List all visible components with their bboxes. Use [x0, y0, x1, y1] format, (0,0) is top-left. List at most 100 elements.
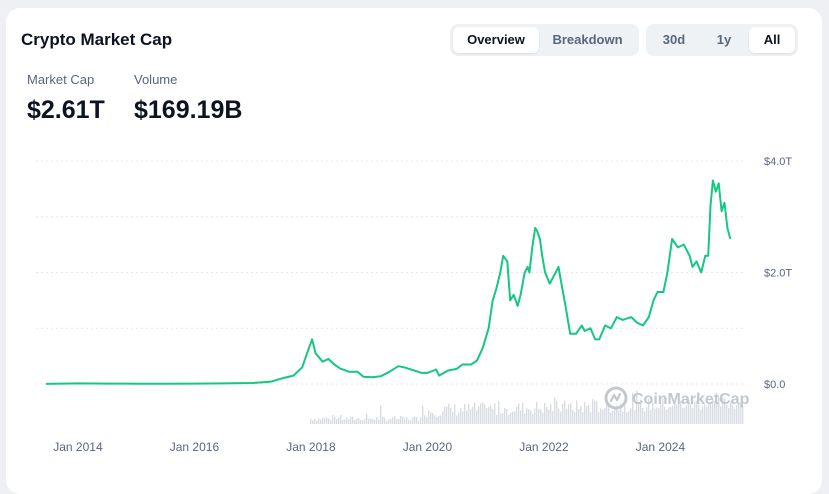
volume-bar — [712, 399, 714, 424]
volume-bar — [332, 414, 334, 424]
volume-bar — [450, 407, 452, 424]
volume-bar — [354, 419, 356, 424]
volume-bar — [544, 402, 546, 424]
tab-breakdown[interactable]: Breakdown — [552, 32, 623, 47]
volume-bar — [386, 420, 388, 424]
volume-bar — [502, 413, 504, 424]
volume-bar — [516, 406, 518, 424]
volume-bar — [660, 404, 662, 424]
volume-bar — [666, 409, 668, 424]
market-cap-chart[interactable]: CoinMarketCap $4.0T $2.0T $0.0 Jan 2014 Jan… — [0, 0, 829, 484]
volume-bar — [372, 418, 374, 424]
volume-bar — [500, 413, 502, 424]
volume-bar — [608, 404, 610, 424]
volume-bar — [694, 401, 696, 424]
volume-bar — [632, 392, 634, 424]
volume-bar — [532, 414, 534, 424]
volume-bar — [594, 400, 596, 424]
volume-bar — [730, 402, 732, 424]
volume-bar — [604, 408, 606, 424]
volume-bar — [650, 410, 652, 424]
volume-bar — [462, 411, 464, 424]
volume-bar — [480, 403, 482, 424]
volume-bar — [570, 402, 572, 424]
volume-bar — [310, 418, 312, 424]
y-tick-label: $0.0 — [764, 379, 785, 391]
volume-bar — [442, 411, 444, 424]
volume-bar — [664, 406, 666, 424]
volume-bar — [482, 402, 484, 424]
volume-bar — [458, 412, 460, 424]
volume-bar — [418, 420, 420, 424]
volume-bar — [602, 409, 604, 424]
y-tick-label: $2.0T — [764, 268, 792, 280]
volume-bar — [708, 403, 710, 424]
volume-bar — [648, 398, 650, 424]
watermark-text: CoinMarketCap — [632, 391, 750, 408]
volume-bar — [326, 417, 328, 424]
volume-bar — [656, 407, 658, 424]
volume-bar — [668, 407, 670, 424]
volume-bar — [652, 402, 654, 424]
volume-bar — [686, 405, 688, 424]
volume-bar — [352, 416, 354, 424]
volume-bar — [562, 404, 564, 424]
x-tick-label: Jan 2018 — [286, 440, 336, 454]
range-all[interactable]: All — [749, 27, 795, 53]
volume-bar — [314, 418, 316, 424]
range-toggle: 30d 1y All — [646, 24, 798, 56]
volume-bar — [370, 418, 372, 424]
volume-bar — [672, 405, 674, 424]
volume-bar — [680, 401, 682, 424]
volume-bar — [322, 417, 324, 424]
volume-bar — [414, 416, 416, 424]
volume-bar — [422, 405, 424, 424]
volume-bar — [610, 412, 612, 424]
range-1y[interactable]: 1y — [716, 32, 732, 47]
volume-bar — [542, 412, 544, 424]
volume-bar — [628, 411, 630, 424]
volume-bar — [726, 405, 728, 424]
coinmarketcap-logo-icon — [604, 386, 628, 410]
volume-bar — [518, 403, 520, 424]
coinmarketcap-watermark: CoinMarketCap — [604, 386, 750, 410]
tab-overview[interactable]: Overview — [453, 27, 539, 53]
volume-bar — [560, 411, 562, 424]
volume-bar — [724, 398, 726, 424]
volume-bar — [564, 400, 566, 424]
volume-bar — [584, 402, 586, 424]
range-30d[interactable]: 30d — [662, 32, 686, 47]
volume-bar — [468, 403, 470, 424]
volume-bar — [338, 417, 340, 424]
market-cap-value: $2.61T — [27, 96, 105, 124]
volume-bar — [554, 397, 556, 424]
volume-bar — [636, 390, 638, 424]
volume-bar — [376, 417, 378, 424]
volume-bar — [380, 405, 382, 424]
volume-bar — [676, 404, 678, 424]
volume-bar — [496, 414, 498, 424]
volume-bar — [424, 415, 426, 424]
volume-bar — [392, 417, 394, 424]
x-tick-label: Jan 2016 — [170, 440, 220, 454]
volume-bar — [488, 406, 490, 424]
volume-bar — [410, 420, 412, 424]
volume-bar — [400, 416, 402, 424]
x-tick-label: Jan 2024 — [636, 440, 686, 454]
volume-bar — [670, 407, 672, 424]
volume-bar — [732, 405, 734, 424]
volume-bar — [432, 413, 434, 424]
volume-bar — [318, 418, 320, 424]
volume-bar — [614, 408, 616, 424]
volume-bar — [316, 420, 318, 424]
volume-bar — [510, 412, 512, 424]
volume-bar — [638, 401, 640, 424]
volume-bar — [536, 402, 538, 424]
volume-bar — [548, 409, 550, 424]
volume-bar — [398, 418, 400, 424]
volume-bar — [452, 411, 454, 424]
volume-bar — [734, 408, 736, 424]
volume-bar — [524, 413, 526, 424]
volume-bar — [360, 419, 362, 424]
volume-bar — [622, 411, 624, 424]
